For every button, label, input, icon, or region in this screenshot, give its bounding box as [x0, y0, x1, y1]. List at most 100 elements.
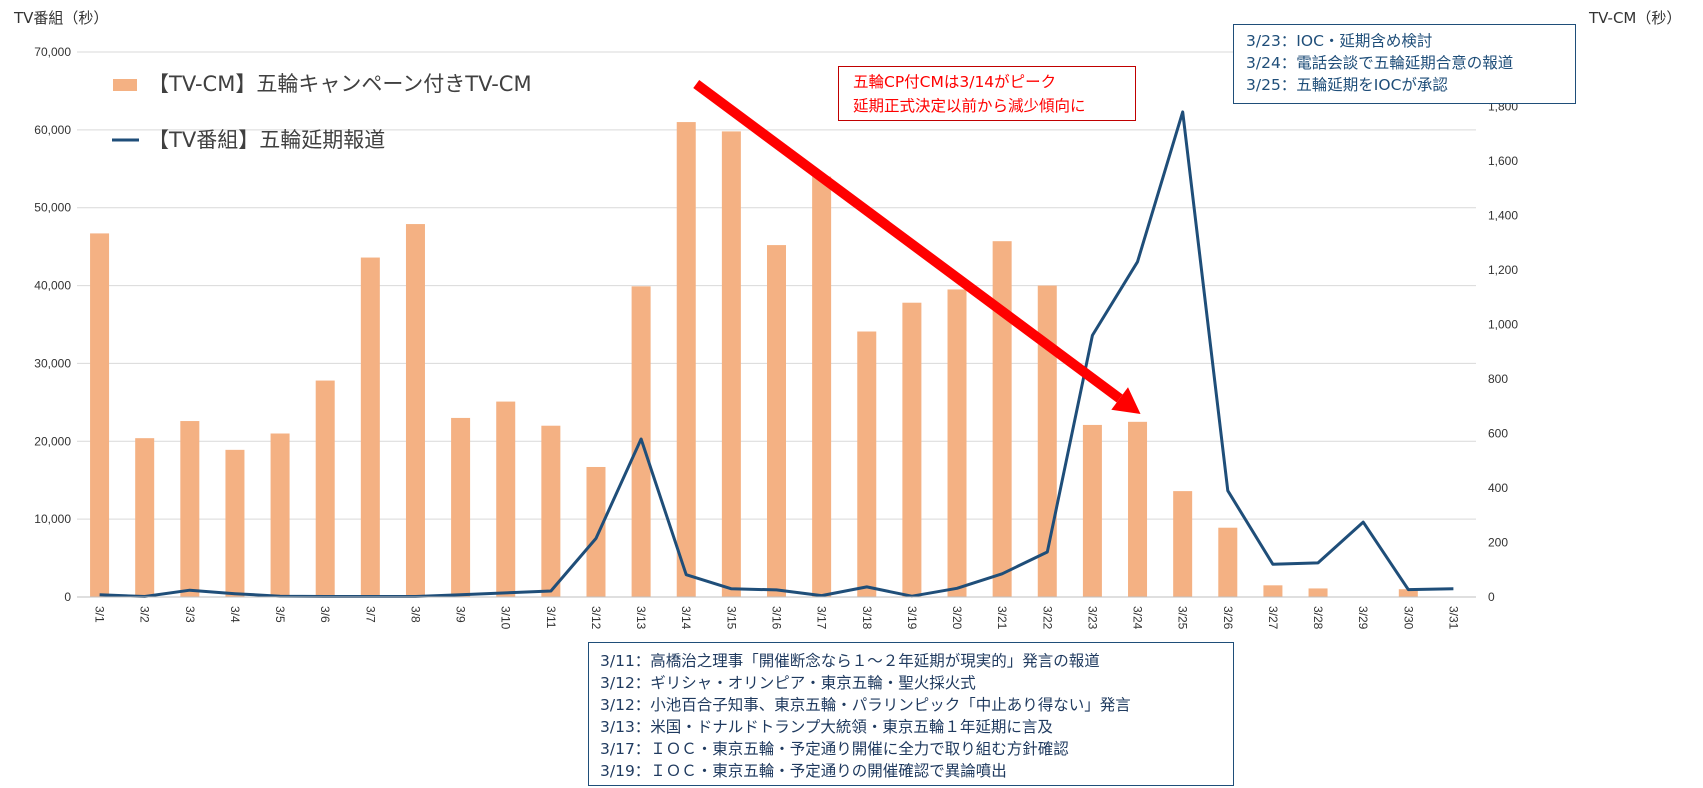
bar [1037, 285, 1057, 597]
event-line: 3/11：高橋治之理事「開催断念なら１～２年延期が現実的」発言の報道 [600, 652, 1100, 670]
x-tick-label: 3/15 [724, 606, 738, 630]
right-tick-label: 800 [1488, 372, 1508, 386]
bar [225, 449, 245, 597]
bar [1308, 588, 1328, 597]
left-tick-label: 30,000 [34, 356, 71, 370]
x-tick-label: 3/18 [860, 606, 874, 630]
event-line: 3/13：米国・ドナルドトランプ大統領・東京五輪１年延期に言及 [600, 718, 1053, 736]
trend-arrow-head [1111, 387, 1141, 414]
right-tick-label: 600 [1488, 427, 1508, 441]
right-axis-title: TV-CM（秒） [1589, 9, 1682, 27]
bar [496, 401, 516, 597]
x-tick-label: 3/23 [1085, 606, 1099, 630]
x-tick-label: 3/30 [1401, 606, 1415, 630]
x-tick-label: 3/3 [183, 606, 197, 623]
legend-label-line: 【TV番組】五輪延期報道 [148, 128, 385, 152]
event-line: 3/19：ＩＯＣ・東京五輪・予定通りの開催確認で異論噴出 [600, 762, 1007, 780]
bar-series [90, 122, 1418, 598]
x-tick-label: 3/13 [634, 606, 648, 630]
peak-annotation-line: 五輪CP付CMは3/14がピーク [853, 73, 1057, 91]
bar [180, 421, 200, 597]
bar [812, 176, 832, 598]
trend-arrow-shaft [693, 79, 1123, 403]
legend: 【TV-CM】五輪キャンペーン付きTV-CM 【TV番組】五輪延期報道 [112, 72, 532, 152]
left-tick-label: 10,000 [34, 512, 71, 526]
event-line: 3/23：IOC・延期含め検討 [1246, 32, 1433, 50]
bar [947, 289, 967, 597]
x-tick-label: 3/24 [1131, 606, 1145, 630]
right-tick-label: 1,200 [1488, 263, 1518, 277]
event-line: 3/12：ギリシャ・オリンピア・東京五輪・聖火採火式 [600, 674, 976, 692]
x-tick-label: 3/10 [499, 606, 513, 630]
bar [90, 233, 110, 597]
bar [767, 245, 786, 598]
x-tick-label: 3/20 [950, 606, 964, 630]
x-tick-label: 3/14 [679, 606, 693, 630]
trend-arrow [693, 79, 1141, 414]
left-tick-label: 70,000 [34, 45, 71, 59]
bar [857, 331, 877, 597]
x-tick-label: 3/2 [138, 606, 152, 623]
x-tick-label: 3/11 [544, 606, 558, 629]
x-tick-label: 3/12 [589, 606, 603, 630]
x-tick-label: 3/17 [815, 606, 829, 630]
x-tick-label: 3/26 [1221, 606, 1235, 630]
x-tick-label: 3/19 [905, 606, 919, 630]
right-tick-label: 1,600 [1488, 154, 1518, 168]
left-tick-label: 0 [64, 590, 71, 604]
event-line: 3/25：五輪延期をIOCが承認 [1246, 76, 1448, 94]
left-tick-label: 20,000 [34, 434, 71, 448]
bar [405, 224, 425, 598]
bar [721, 131, 741, 597]
bar [1218, 527, 1238, 597]
right-tick-label: 1,000 [1488, 318, 1518, 332]
bar [902, 302, 922, 597]
legend-swatch-bar [113, 79, 137, 91]
right-tick-label: 200 [1488, 536, 1508, 550]
bar [135, 438, 155, 597]
peak-annotation: 五輪CP付CMは3/14がピーク 延期正式決定以前から減少傾向に [838, 66, 1136, 121]
x-tick-label: 3/22 [1040, 606, 1054, 630]
bar [1128, 421, 1148, 597]
event-line: 3/12：小池百合子知事、東京五輪・パラリンピック「中止あり得ない」発言 [600, 696, 1131, 714]
bar [1398, 589, 1418, 597]
x-tick-label: 3/29 [1356, 606, 1370, 630]
x-tick-label: 3/27 [1266, 606, 1280, 630]
legend-label-bar: 【TV-CM】五輪キャンペーン付きTV-CM [148, 72, 532, 96]
bottom-event-box: 3/11：高橋治之理事「開催断念なら１～２年延期が現実的」発言の報道 3/12：… [588, 642, 1234, 786]
x-tick-label: 3/6 [318, 606, 332, 623]
bar [586, 466, 606, 597]
x-tick-label: 3/31 [1446, 606, 1460, 630]
bar [315, 380, 335, 597]
bar [360, 257, 380, 597]
x-tick-label: 3/25 [1176, 606, 1190, 630]
left-axis-title: TV番組（秒） [14, 9, 109, 27]
right-tick-label: 0 [1488, 590, 1495, 604]
bar [270, 433, 290, 597]
x-tick-label: 3/8 [408, 606, 422, 623]
left-tick-label: 50,000 [34, 201, 71, 215]
right-tick-label: 1,400 [1488, 209, 1518, 223]
x-tick-label: 3/21 [995, 606, 1009, 630]
bar [541, 425, 561, 597]
bar [1263, 585, 1283, 597]
peak-annotation-line: 延期正式決定以前から減少傾向に [853, 97, 1086, 115]
bar [1173, 491, 1193, 597]
x-tick-label: 3/28 [1311, 606, 1325, 630]
top-event-box: 3/23：IOC・延期含め検討 3/24：電話会談で五輪延期合意の報道 3/25… [1233, 24, 1576, 104]
axes: 0 10,000 20,000 30,000 40,000 50,000 60,000 70,… [34, 45, 1518, 630]
event-line: 3/24：電話会談で五輪延期合意の報道 [1246, 54, 1514, 72]
x-tick-label: 3/4 [228, 606, 242, 623]
bar [676, 122, 696, 598]
x-tick-label: 3/9 [454, 606, 468, 623]
x-tick-label: 3/5 [273, 606, 287, 623]
event-line: 3/17：ＩＯＣ・東京五輪・予定通り開催に全力で取り組む方針確認 [600, 740, 1069, 758]
bar [992, 241, 1012, 597]
right-tick-label: 400 [1488, 481, 1508, 495]
bar [1082, 424, 1102, 597]
x-tick-label: 3/16 [770, 606, 784, 630]
bar [451, 417, 471, 597]
x-tick-label: 3/1 [93, 606, 107, 623]
left-tick-label: 40,000 [34, 279, 71, 293]
